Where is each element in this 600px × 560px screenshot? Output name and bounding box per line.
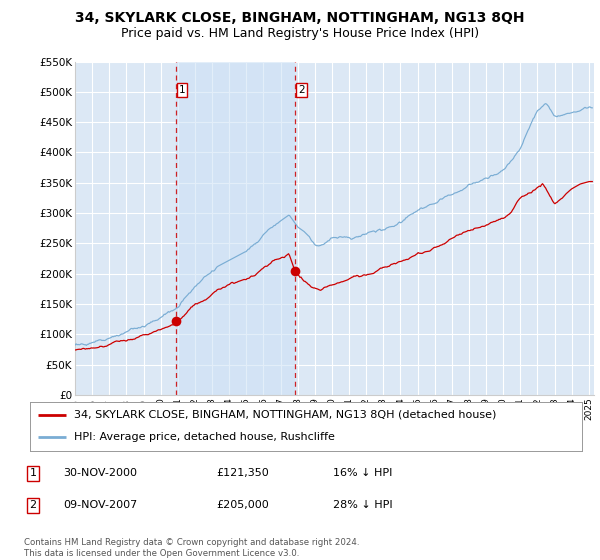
Text: Contains HM Land Registry data © Crown copyright and database right 2024.
This d: Contains HM Land Registry data © Crown c… — [24, 538, 359, 558]
Text: 28% ↓ HPI: 28% ↓ HPI — [333, 500, 392, 510]
Text: £205,000: £205,000 — [216, 500, 269, 510]
Text: 1: 1 — [179, 85, 185, 95]
Text: Price paid vs. HM Land Registry's House Price Index (HPI): Price paid vs. HM Land Registry's House … — [121, 27, 479, 40]
Text: £121,350: £121,350 — [216, 468, 269, 478]
Bar — [176, 62, 295, 395]
Text: 1: 1 — [29, 468, 37, 478]
Text: 34, SKYLARK CLOSE, BINGHAM, NOTTINGHAM, NG13 8QH (detached house): 34, SKYLARK CLOSE, BINGHAM, NOTTINGHAM, … — [74, 410, 497, 420]
Text: 16% ↓ HPI: 16% ↓ HPI — [333, 468, 392, 478]
Text: 2: 2 — [298, 85, 305, 95]
Text: 09-NOV-2007: 09-NOV-2007 — [63, 500, 137, 510]
Text: 2: 2 — [29, 500, 37, 510]
Text: HPI: Average price, detached house, Rushcliffe: HPI: Average price, detached house, Rush… — [74, 432, 335, 442]
Text: 34, SKYLARK CLOSE, BINGHAM, NOTTINGHAM, NG13 8QH: 34, SKYLARK CLOSE, BINGHAM, NOTTINGHAM, … — [75, 11, 525, 25]
Text: 30-NOV-2000: 30-NOV-2000 — [63, 468, 137, 478]
